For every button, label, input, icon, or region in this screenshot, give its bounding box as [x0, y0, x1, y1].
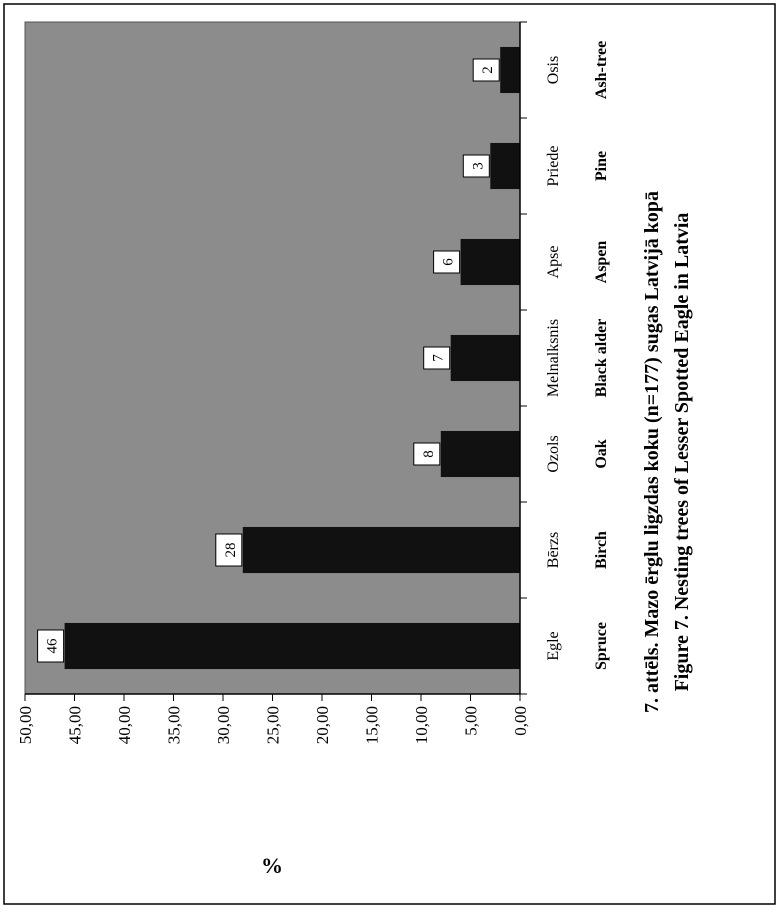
data-label-group: 7	[431, 354, 447, 362]
category-label-en: Birch	[593, 531, 610, 569]
category-label-lv-group: Ozols	[545, 435, 562, 472]
category-label-en-group: Ash-tree	[593, 41, 610, 99]
category-label-lv: Priede	[545, 146, 562, 187]
data-label-group: 8	[421, 450, 437, 458]
value-tick-label: 10,00	[412, 706, 431, 744]
y-axis-label: %	[261, 853, 283, 878]
category-label-en: Oak	[593, 439, 610, 468]
value-tick-label-group: 10,00	[412, 706, 431, 744]
caption-english: Figure 7. Nesting trees of Lesser Spotte…	[671, 213, 693, 692]
value-tick-label-group: 45,00	[66, 706, 85, 744]
value-tick-label: 0,00	[511, 706, 530, 736]
data-label-group: 2	[480, 66, 496, 74]
data-label-box	[472, 58, 500, 82]
value-tick-label: 30,00	[214, 706, 233, 744]
category-label-en: Aspen	[593, 241, 610, 284]
labels-layer: 46 28 8 7 6 3 2	[37, 58, 500, 663]
category-label-lv-group: Melnalksnis	[545, 319, 562, 397]
category-label-en: Pine	[593, 151, 610, 181]
data-label: 46	[45, 638, 61, 654]
value-tick-label-group: 5,00	[462, 706, 481, 736]
category-label-lv-group: Priede	[545, 146, 562, 187]
value-tick-label: 5,00	[462, 706, 481, 736]
value-tick-label-group: 50,00	[16, 706, 35, 744]
value-tick-label-group: 0,00	[511, 706, 530, 736]
category-label-lv: Ozols	[545, 435, 562, 472]
data-label-box	[37, 629, 65, 663]
value-tick-label-group: 20,00	[313, 706, 332, 744]
value-tick-label: 15,00	[363, 706, 382, 744]
category-label-en: Spruce	[593, 622, 610, 670]
value-tick-label-group: 40,00	[115, 706, 134, 744]
data-label-group: 46	[45, 638, 61, 654]
category-label-en-group: Aspen	[593, 241, 610, 284]
category-label-en: Ash-tree	[593, 41, 610, 99]
data-label: 8	[421, 450, 437, 458]
data-label-box	[433, 250, 461, 274]
data-label: 28	[223, 543, 239, 558]
value-tick-label-group: 15,00	[363, 706, 382, 744]
category-label-en: Black alder	[593, 319, 610, 398]
data-label: 6	[441, 258, 457, 266]
bar-spruce	[64, 622, 520, 670]
value-tick-label: 35,00	[165, 706, 184, 744]
value-tick-label: 25,00	[264, 706, 283, 744]
bar-ash-tree	[500, 46, 520, 94]
data-label-group: 6	[441, 258, 457, 266]
data-label-box	[462, 154, 490, 178]
axis-layer: 0,00 5,00 10,00 15,00 20,00 25,00 30,00 35,00 40…	[16, 21, 610, 744]
category-label-lv-group: Apse	[545, 246, 562, 279]
bar-oak	[440, 430, 520, 478]
value-tick-label-group: 25,00	[264, 706, 283, 744]
bar-pine	[490, 142, 520, 190]
value-tick-label-group: 30,00	[214, 706, 233, 744]
category-label-lv-group: Egle	[545, 631, 562, 660]
category-label-lv: Apse	[545, 246, 562, 279]
bar-aspen	[460, 238, 520, 286]
value-tick-label-group: 35,00	[165, 706, 184, 744]
value-tick-label: 45,00	[66, 706, 85, 744]
caption-latvian: 7. attēls. Mazo ērglu ligzdas koku (n=17…	[641, 191, 663, 713]
category-label-lv-group: Bērzs	[545, 532, 562, 568]
value-tick-label: 50,00	[16, 706, 35, 744]
category-label-lv: Melnalksnis	[545, 319, 562, 397]
bar-birch	[242, 526, 521, 574]
bar-black-alder	[450, 334, 520, 382]
category-label-lv-group: Osis	[545, 56, 562, 84]
category-label-lv: Osis	[545, 56, 562, 84]
category-label-lv: Egle	[545, 631, 562, 660]
category-label-en-group: Oak	[593, 439, 610, 468]
bars-layer	[64, 46, 521, 670]
data-label-group: 3	[470, 162, 486, 170]
data-label: 7	[431, 354, 447, 362]
data-label: 3	[470, 162, 486, 170]
category-label-lv: Bērzs	[545, 532, 562, 568]
data-label: 2	[480, 66, 496, 74]
category-label-en-group: Spruce	[593, 622, 610, 670]
data-label-box	[423, 346, 451, 370]
value-tick-label: 20,00	[313, 706, 332, 744]
value-tick-label: 40,00	[115, 706, 134, 744]
category-label-en-group: Black alder	[593, 319, 610, 398]
data-label-group: 28	[223, 543, 239, 558]
data-label-box	[413, 442, 441, 466]
category-label-en-group: Pine	[593, 151, 610, 181]
data-label-box	[215, 533, 243, 567]
category-label-en-group: Birch	[593, 531, 610, 569]
